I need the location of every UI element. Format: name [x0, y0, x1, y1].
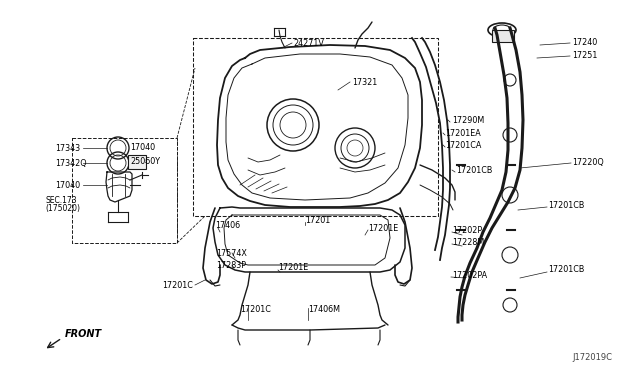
- Text: 24271V: 24271V: [293, 38, 324, 48]
- Text: 17201EA: 17201EA: [445, 128, 481, 138]
- Text: 17201: 17201: [305, 215, 330, 224]
- Text: 17040: 17040: [55, 180, 80, 189]
- Bar: [128, 155, 146, 169]
- Bar: [492, 30, 514, 42]
- Bar: [72, 138, 177, 243]
- Text: 17201CB: 17201CB: [548, 201, 584, 209]
- Text: 17201CB: 17201CB: [456, 166, 492, 174]
- Text: SEC.173: SEC.173: [45, 196, 77, 205]
- Text: J172019C: J172019C: [572, 353, 612, 362]
- Text: 17201E: 17201E: [278, 263, 308, 273]
- Text: 17406: 17406: [215, 221, 240, 230]
- Text: 17228M: 17228M: [452, 237, 484, 247]
- Text: 17283P: 17283P: [216, 260, 246, 269]
- Text: 17343: 17343: [55, 144, 80, 153]
- Text: 17201C: 17201C: [162, 280, 193, 289]
- Text: 17574X: 17574X: [216, 248, 247, 257]
- Text: 17201E: 17201E: [368, 224, 398, 232]
- Text: 17201C: 17201C: [240, 305, 271, 314]
- Bar: [193, 38, 438, 216]
- Text: 17201CA: 17201CA: [445, 141, 481, 150]
- Text: 17202P: 17202P: [452, 225, 482, 234]
- Text: 17321: 17321: [352, 77, 377, 87]
- Text: (175020): (175020): [45, 203, 80, 212]
- Text: 17202PA: 17202PA: [452, 270, 487, 279]
- Text: 17220Q: 17220Q: [572, 157, 604, 167]
- Text: 25060Y: 25060Y: [130, 157, 160, 166]
- Text: FRONT: FRONT: [65, 329, 102, 339]
- Text: 17201CB: 17201CB: [548, 266, 584, 275]
- Text: 17342Q: 17342Q: [55, 158, 86, 167]
- Text: 17040: 17040: [130, 142, 155, 151]
- Text: 17240: 17240: [572, 38, 597, 46]
- Text: 17290M: 17290M: [452, 115, 484, 125]
- Text: 17406M: 17406M: [308, 305, 340, 314]
- Text: 17251: 17251: [572, 51, 597, 60]
